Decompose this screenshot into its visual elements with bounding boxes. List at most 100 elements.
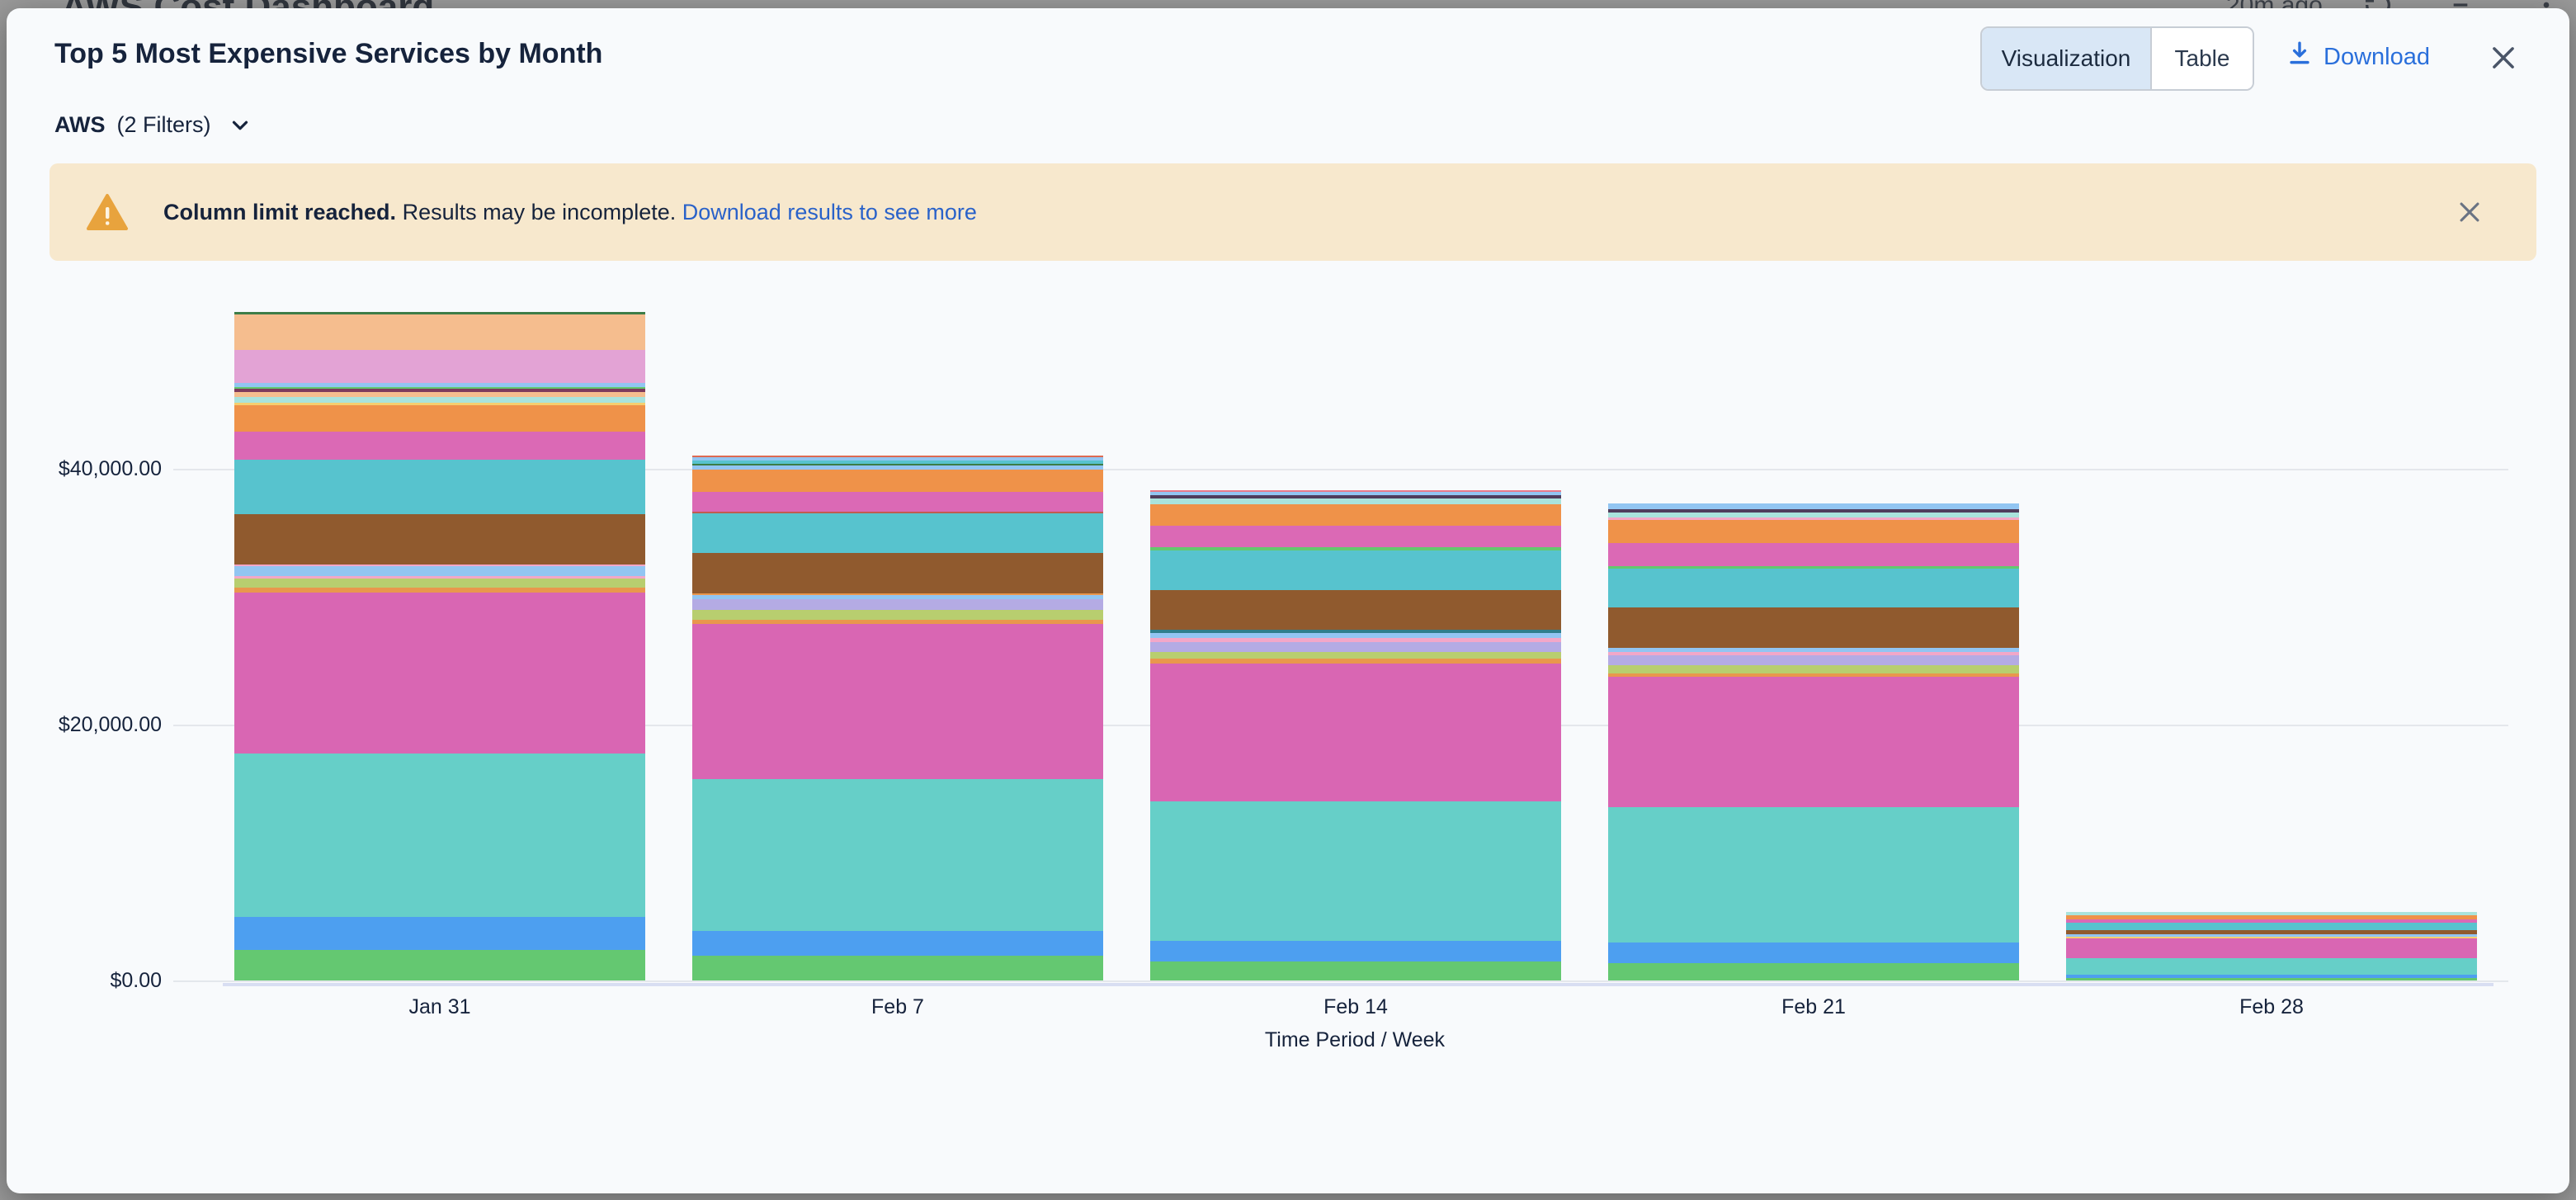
bar-segment[interactable] xyxy=(234,579,645,588)
stacked-bar-jan-31[interactable] xyxy=(234,312,645,980)
banner-download-link[interactable]: Download results to see more xyxy=(682,199,977,224)
bar-segment[interactable] xyxy=(234,514,645,565)
bar-segment[interactable] xyxy=(2066,975,2477,978)
stacked-bar-feb-7[interactable] xyxy=(692,456,1103,980)
bar-segment[interactable] xyxy=(1608,665,2019,673)
bar-segment[interactable] xyxy=(1608,569,2019,607)
bar-segment[interactable] xyxy=(692,464,1103,465)
bar-segment[interactable] xyxy=(1608,673,2019,677)
bar-segment[interactable] xyxy=(234,754,645,917)
bar-segment[interactable] xyxy=(2066,937,2477,938)
bar-segment[interactable] xyxy=(692,593,1103,595)
bar-segment[interactable] xyxy=(1150,547,1561,550)
bar-segment[interactable] xyxy=(1608,963,2019,980)
bar-segment[interactable] xyxy=(1608,648,2019,652)
bar-segment[interactable] xyxy=(1608,509,2019,513)
bar-segment[interactable] xyxy=(2066,915,2477,919)
bar-segment[interactable] xyxy=(234,387,645,389)
tab-visualization[interactable]: Visualization xyxy=(1982,28,2152,89)
bar-segment[interactable] xyxy=(692,595,1103,599)
stacked-bar-feb-21[interactable] xyxy=(1608,503,2019,980)
bar-segment[interactable] xyxy=(1150,961,1561,980)
bar-segment[interactable] xyxy=(692,931,1103,956)
bar-segment[interactable] xyxy=(234,383,645,387)
bar-segment[interactable] xyxy=(692,553,1103,593)
bar-segment[interactable] xyxy=(1608,517,2019,520)
bar-segment[interactable] xyxy=(1150,659,1561,664)
bar-segment[interactable] xyxy=(1608,543,2019,566)
bar-segment[interactable] xyxy=(1150,490,1561,492)
bar-segment[interactable] xyxy=(692,461,1103,464)
bar-segment[interactable] xyxy=(692,513,1103,553)
bar-segment[interactable] xyxy=(1608,677,2019,807)
stacked-bar-feb-14[interactable] xyxy=(1150,490,1561,980)
bar-segment[interactable] xyxy=(234,405,645,432)
bar-segment[interactable] xyxy=(692,624,1103,779)
bar-segment[interactable] xyxy=(2066,934,2477,937)
bar-segment[interactable] xyxy=(1608,807,2019,943)
bar-segment[interactable] xyxy=(234,950,645,980)
bar-segment[interactable] xyxy=(1150,664,1561,801)
bar-segment[interactable] xyxy=(1608,607,2019,648)
bar-segment[interactable] xyxy=(692,779,1103,931)
bar-segment[interactable] xyxy=(1608,503,2019,509)
bar-segment[interactable] xyxy=(692,456,1103,457)
bar-segment[interactable] xyxy=(1608,566,2019,569)
close-modal-button[interactable] xyxy=(2484,38,2523,78)
bar-segment[interactable] xyxy=(234,593,645,754)
bar-segment[interactable] xyxy=(234,588,645,593)
bar-segment[interactable] xyxy=(2066,938,2477,958)
bar-segment[interactable] xyxy=(234,350,645,383)
bar-segment[interactable] xyxy=(692,610,1103,620)
bar-segment[interactable] xyxy=(1150,801,1561,941)
bar-segment[interactable] xyxy=(1150,550,1561,590)
dismiss-banner-button[interactable] xyxy=(2451,193,2489,231)
bar-segment[interactable] xyxy=(692,465,1103,470)
bar-segment[interactable] xyxy=(692,470,1103,492)
bar-segment[interactable] xyxy=(2066,978,2477,980)
bar-segment[interactable] xyxy=(2066,919,2477,923)
bar-segment[interactable] xyxy=(1150,495,1561,498)
bar-segment[interactable] xyxy=(234,312,645,314)
bar-segment[interactable] xyxy=(234,403,645,405)
bar-segment[interactable] xyxy=(1150,652,1561,659)
bar-segment[interactable] xyxy=(692,620,1103,624)
tab-table[interactable]: Table xyxy=(2152,28,2253,89)
bar-segment[interactable] xyxy=(1150,498,1561,504)
bar-segment[interactable] xyxy=(234,314,645,350)
bar-segment[interactable] xyxy=(692,457,1103,461)
bar-segment[interactable] xyxy=(234,389,645,392)
bar-segment[interactable] xyxy=(234,576,645,579)
filter-dropdown[interactable]: AWS (2 Filters) xyxy=(54,112,252,138)
bar-segment[interactable] xyxy=(234,397,645,403)
bar-segment[interactable] xyxy=(2066,958,2477,975)
bar-segment[interactable] xyxy=(1608,652,2019,655)
bar-segment[interactable] xyxy=(1150,504,1561,526)
bar-segment[interactable] xyxy=(1150,630,1561,633)
bar-segment[interactable] xyxy=(1608,655,2019,665)
bar-segment[interactable] xyxy=(234,460,645,514)
bar-segment[interactable] xyxy=(234,917,645,950)
bar-segment[interactable] xyxy=(234,392,645,397)
bar-segment[interactable] xyxy=(1150,633,1561,638)
download-button[interactable]: Download xyxy=(2286,26,2430,87)
bar-segment[interactable] xyxy=(2066,923,2477,930)
bar-segment[interactable] xyxy=(1608,943,2019,963)
bar-segment[interactable] xyxy=(1150,941,1561,961)
bar-segment[interactable] xyxy=(234,432,645,460)
bar-segment[interactable] xyxy=(1150,590,1561,630)
bar-segment[interactable] xyxy=(1608,520,2019,543)
bar-segment[interactable] xyxy=(234,565,645,566)
bar-segment[interactable] xyxy=(692,599,1103,610)
stacked-bar-feb-28[interactable] xyxy=(2066,912,2477,980)
bar-segment[interactable] xyxy=(2066,912,2477,915)
bar-segment[interactable] xyxy=(1150,526,1561,547)
bar-segment[interactable] xyxy=(234,566,645,576)
bar-segment[interactable] xyxy=(692,512,1103,513)
bar-segment[interactable] xyxy=(1150,638,1561,642)
bar-segment[interactable] xyxy=(1150,492,1561,495)
bar-segment[interactable] xyxy=(1608,513,2019,517)
bar-segment[interactable] xyxy=(692,492,1103,512)
bar-segment[interactable] xyxy=(1150,642,1561,652)
bar-segment[interactable] xyxy=(2066,930,2477,934)
